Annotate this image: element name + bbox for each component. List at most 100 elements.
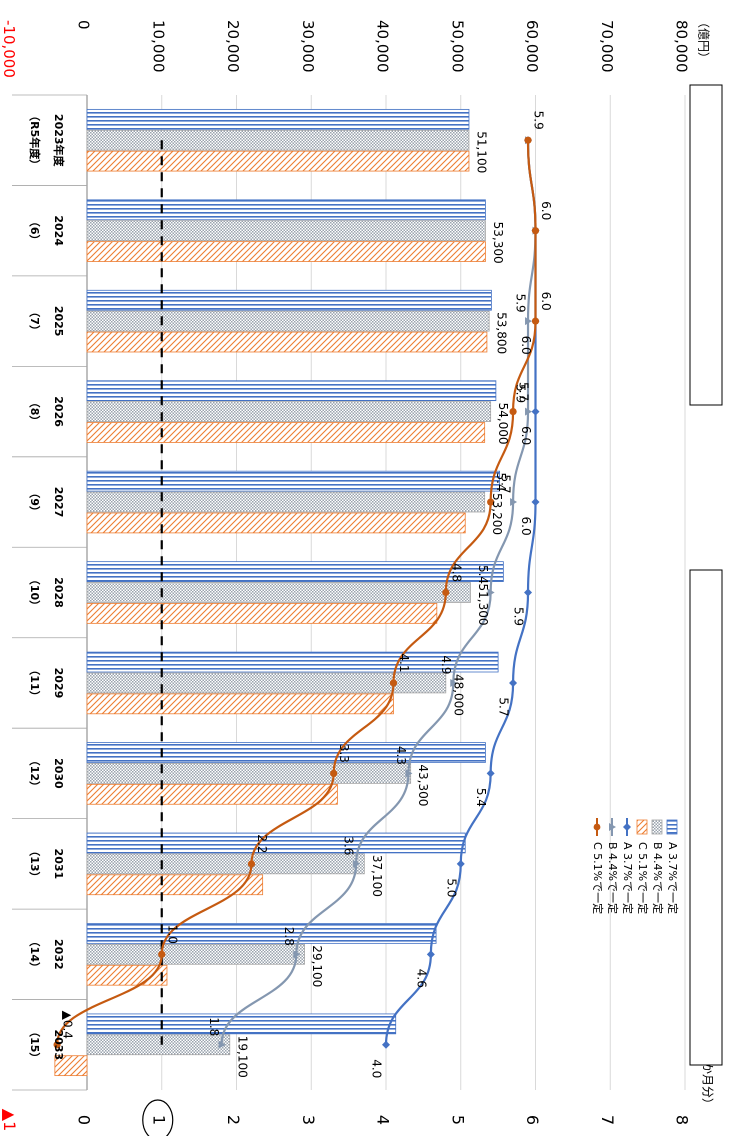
line-point [531, 227, 540, 235]
left-axis-tick: 70,000 [598, 20, 616, 73]
left-axis-tick: 20,000 [224, 20, 242, 73]
bar [86, 512, 466, 534]
line-point [524, 588, 533, 597]
category-sublabel: （9） [28, 487, 41, 517]
legend-marker [609, 823, 616, 831]
bar-data-label: 54,000 [496, 403, 510, 445]
left-axis-tick: 10,000 [149, 20, 167, 73]
legend-label: B 4.4%で一定 [606, 842, 620, 914]
line-point [525, 317, 533, 326]
right-axis-tick: 4 [374, 1115, 393, 1125]
line-point [531, 498, 540, 507]
line-point [524, 136, 532, 144]
bar-data-label: 53,800 [495, 312, 509, 354]
bar [86, 853, 365, 875]
line-point [330, 769, 338, 778]
line-point [487, 498, 495, 506]
line-point [509, 407, 517, 416]
highlight-circle [142, 1099, 174, 1140]
legend-marker [623, 823, 631, 831]
line-data-label: 5.0 [444, 878, 458, 897]
category-label: 2026 [52, 396, 65, 427]
right-axis-tick: 6 [523, 1115, 542, 1125]
line-data-label: 5.4 [476, 565, 490, 584]
line-data-label: 1.8 [207, 1017, 221, 1036]
line-point [509, 678, 518, 687]
right-axis-tick: 8 [673, 1115, 692, 1125]
line-data-label: 6.0 [519, 516, 533, 535]
category-label: 2029 [52, 668, 65, 699]
line-point [218, 1040, 226, 1049]
line-data-label: 4.9 [439, 655, 453, 674]
line-point [293, 950, 301, 959]
legend-swatch [666, 819, 678, 835]
line-point [531, 407, 540, 416]
line-point [53, 1041, 61, 1049]
bar [86, 561, 504, 582]
category-sublabel: （15） [28, 1026, 41, 1063]
line-data-label: 6.0 [539, 201, 553, 220]
bar [86, 964, 168, 986]
line-point [158, 950, 166, 958]
line-data-label: 5.7 [497, 697, 511, 716]
right-axis-tick: 0 [75, 1115, 94, 1125]
legend-swatch [636, 819, 648, 835]
line-point [382, 1040, 390, 1049]
right-axis-tick: 1 [149, 1115, 168, 1125]
bar [86, 491, 486, 513]
line-point [353, 859, 361, 868]
line-data-label: 3.6 [342, 836, 356, 855]
bar [86, 199, 486, 221]
bar-data-label: 19,100 [235, 1036, 249, 1078]
bar-data-label: 51,300 [476, 584, 490, 626]
category-label: 2033 [52, 1029, 65, 1060]
bar [86, 129, 470, 151]
line-point [405, 769, 413, 778]
bar [86, 1034, 231, 1056]
bar-data-label: 53,300 [491, 222, 505, 264]
bar [86, 401, 492, 422]
bar [86, 241, 486, 262]
line-data-label: 2.2 [255, 834, 269, 853]
category-label: 2024 [52, 215, 65, 246]
category-label: 2030 [52, 758, 65, 789]
line-data-label: 4.1 [397, 653, 411, 672]
bar [86, 380, 497, 402]
bar-data-label: 51,100 [474, 131, 488, 173]
line-data-label: 6.0 [519, 336, 533, 355]
legend-label: A 3.7%で一定 [621, 842, 635, 914]
line-data-label: 5.4 [494, 472, 508, 491]
category-label: 2027 [52, 487, 65, 518]
bar-data-label: 48,000 [451, 674, 465, 716]
line-data-label: 5.7 [517, 382, 531, 401]
line-point [525, 407, 533, 416]
bar [86, 651, 499, 673]
legend-swatch [651, 819, 663, 835]
bar [86, 470, 501, 492]
bar [86, 923, 437, 944]
left-axis-tick: 80,000 [673, 20, 691, 73]
bar [86, 310, 490, 332]
line-data-label: 5.9 [514, 294, 528, 313]
line-title-box [689, 569, 723, 1066]
bar-data-label: 43,300 [416, 764, 430, 806]
line-data-label: 5.7 [499, 474, 513, 493]
line-data-label: 1.0 [165, 925, 179, 944]
line-point [456, 859, 465, 868]
bar [86, 108, 470, 130]
category-sublabel: （14） [28, 936, 41, 973]
line-data-label: 5.9 [514, 384, 528, 403]
bar [86, 582, 471, 603]
line-point [442, 588, 450, 597]
line-data-label: 2.8 [282, 927, 296, 946]
category-label: 2023年度 [52, 114, 66, 168]
category-label: 2032 [52, 939, 65, 970]
bar [86, 220, 486, 242]
bar [86, 783, 338, 805]
left-axis-tick: 40,000 [374, 20, 392, 73]
left-axis-tick: 50,000 [448, 20, 466, 73]
category-sublabel: （7） [28, 306, 41, 336]
left-axis-tick: -10,000 [0, 20, 18, 78]
bar [86, 832, 466, 854]
category-sublabel: （13） [28, 845, 41, 882]
